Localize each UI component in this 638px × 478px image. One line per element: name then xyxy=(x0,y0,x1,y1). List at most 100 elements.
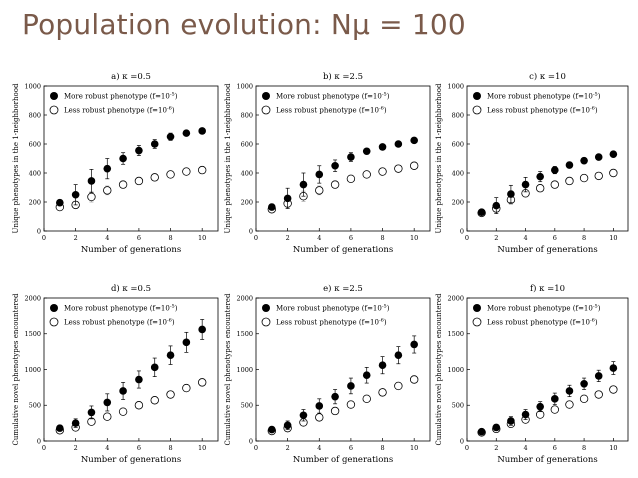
x-tick-label: 0 xyxy=(42,444,46,452)
data-point-open xyxy=(594,390,603,399)
chart-title: f) κ =10 xyxy=(530,283,565,294)
data-point-filled xyxy=(135,375,143,384)
data-point-filled xyxy=(477,427,486,436)
data-point-open xyxy=(609,385,618,394)
data-point-filled xyxy=(182,338,191,347)
data-point-filled xyxy=(594,153,603,161)
legend-marker-filled xyxy=(473,304,481,312)
legend-marker-filled xyxy=(50,304,58,312)
y-tick-label: 600 xyxy=(452,140,464,148)
y-axis-label: Unique phenotypes in the 1-neighborhood xyxy=(224,83,232,233)
chart-panel-e: e) κ =2.5 0 2 4 6 8 10 0 500 1000 1500 2000 Number o… xyxy=(224,283,431,465)
x-tick-label: 6 xyxy=(349,444,353,452)
data-point-filled xyxy=(71,190,80,199)
y-tick-label: 0 xyxy=(460,437,464,445)
legend-marker-filled xyxy=(473,92,481,100)
data-point-filled xyxy=(315,402,324,410)
data-point-open xyxy=(535,184,545,193)
chart-title: a) κ =0.5 xyxy=(111,71,151,82)
data-point-open xyxy=(103,186,112,195)
data-point-filled xyxy=(268,203,276,211)
slide-title: Population evolution: Nμ = 100 xyxy=(22,8,466,41)
legend-marker-filled xyxy=(262,304,270,312)
x-tick-label: 2 xyxy=(494,234,498,242)
x-tick-label: 2 xyxy=(494,444,498,452)
data-point-filled xyxy=(507,190,515,198)
data-point-filled xyxy=(378,361,387,370)
x-tick-label: 4 xyxy=(105,444,109,452)
y-tick-label: 1500 xyxy=(236,330,253,338)
data-point-filled xyxy=(268,425,276,434)
x-tick-label: 0 xyxy=(465,234,469,242)
y-tick-label: 200 xyxy=(452,198,464,206)
data-point-filled xyxy=(135,146,143,155)
x-tick-label: 4 xyxy=(317,234,321,242)
y-tick-label: 1500 xyxy=(24,330,41,338)
y-tick-label: 600 xyxy=(29,140,41,148)
y-tick-label: 400 xyxy=(452,169,464,177)
data-point-filled xyxy=(331,392,339,401)
x-axis-label: Number of generations xyxy=(497,245,597,255)
legend-marker-open xyxy=(261,105,271,115)
data-point-filled xyxy=(347,153,355,161)
x-tick-label: 0 xyxy=(254,444,258,452)
x-tick-label: 0 xyxy=(465,444,469,452)
x-tick-label: 10 xyxy=(609,234,617,242)
data-point-filled xyxy=(150,140,159,148)
data-point-filled xyxy=(536,402,544,411)
y-tick-label: 500 xyxy=(452,402,464,410)
data-point-filled xyxy=(580,156,588,165)
data-point-open xyxy=(315,413,324,422)
data-point-filled xyxy=(150,363,159,372)
x-tick-label: 0 xyxy=(42,234,46,242)
data-point-filled xyxy=(551,166,559,174)
data-point-filled xyxy=(492,201,501,210)
data-point-filled xyxy=(394,140,403,148)
y-axis-label: Cumulative novel phenotypes encountered xyxy=(435,293,443,445)
y-tick-label: 500 xyxy=(29,402,41,410)
x-axis-label: Number of generations xyxy=(293,245,393,255)
data-point-filled xyxy=(299,411,308,420)
data-point-filled xyxy=(521,180,530,189)
x-tick-label: 2 xyxy=(74,444,78,452)
data-point-filled xyxy=(609,364,618,372)
data-point-filled xyxy=(507,417,515,425)
data-point-open xyxy=(150,173,159,182)
data-point-open xyxy=(565,176,574,186)
y-tick-label: 0 xyxy=(249,437,253,445)
data-point-filled xyxy=(551,395,559,403)
x-tick-label: 8 xyxy=(168,234,172,242)
legend-marker-open xyxy=(49,105,59,115)
data-point-open xyxy=(197,165,207,175)
y-tick-label: 1000 xyxy=(24,366,41,374)
data-point-filled xyxy=(182,129,191,137)
y-tick-label: 400 xyxy=(29,169,41,177)
data-point-filled xyxy=(103,164,112,173)
data-point-open xyxy=(409,161,419,170)
legend-label-less-robust: Less robust phenotype (f=10-6) xyxy=(64,106,175,115)
data-point-filled xyxy=(71,419,80,427)
legend-marker-open xyxy=(49,317,59,327)
legend-label-more-robust: More robust phenotype (f=10-5) xyxy=(487,92,601,101)
data-point-filled xyxy=(580,380,588,388)
data-point-filled xyxy=(394,351,403,360)
data-point-open xyxy=(346,174,356,183)
y-tick-label: 800 xyxy=(452,111,464,119)
data-point-filled xyxy=(362,371,371,380)
legend-marker-filled xyxy=(50,92,58,100)
data-point-open xyxy=(182,167,191,176)
y-tick-label: 1000 xyxy=(24,82,41,90)
y-axis-label: Cumulative novel phenotypes encountered xyxy=(224,293,232,445)
data-point-open xyxy=(134,176,144,186)
data-point-filled xyxy=(283,421,292,430)
x-tick-label: 10 xyxy=(410,234,418,242)
chart-panel-c: c) κ =10 0 2 4 6 8 10 0 200 400 600 800 1000 Number o… xyxy=(435,71,629,255)
data-point-open xyxy=(103,412,112,421)
data-point-open xyxy=(330,406,340,416)
chart-title: b) κ =2.5 xyxy=(323,71,363,82)
y-tick-label: 800 xyxy=(241,111,253,119)
chart-title: e) κ =2.5 xyxy=(323,283,363,294)
chart-panel-b: b) κ =2.5 0 2 4 6 8 10 0 200 400 600 800 1000 Number … xyxy=(224,71,431,255)
data-point-filled xyxy=(565,387,574,395)
legend-label-less-robust: Less robust phenotype (f=10-6) xyxy=(276,106,387,115)
